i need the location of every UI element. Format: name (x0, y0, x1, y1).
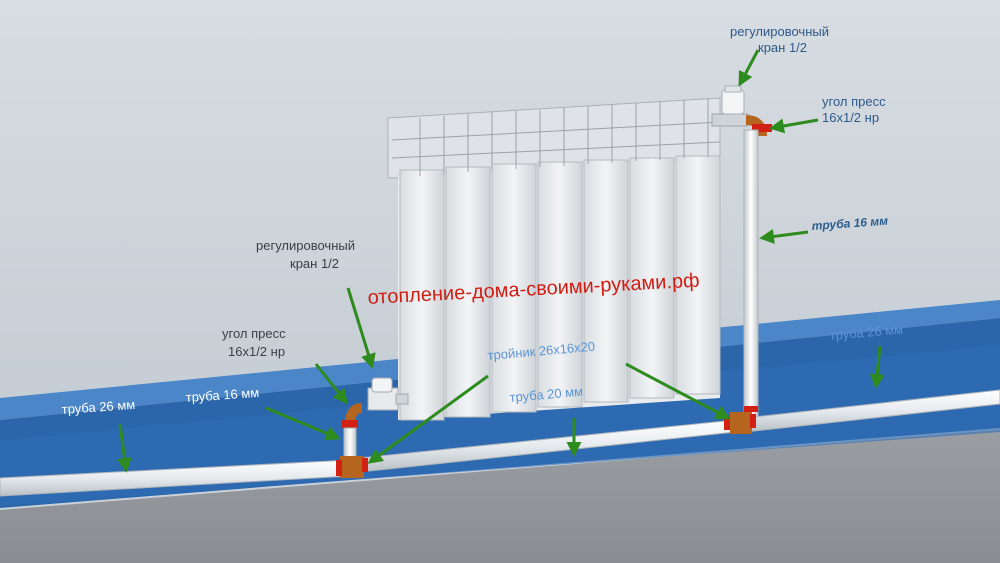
label-angle-left-line1: угол пресс (222, 326, 286, 341)
label-angle-top-line1: угол пресс (822, 94, 886, 109)
label-valve-top-line1: регулировочный (730, 24, 829, 39)
pipe-16-vertical-right (743, 129, 759, 421)
label-valve-left-line2: кран 1/2 (290, 256, 339, 271)
arrow-tee-left (367, 374, 489, 464)
arrow-tee-right (625, 362, 731, 420)
label-pipe20: труба 20 мм (509, 384, 584, 405)
label-pipe16-left: труба 16 мм (185, 385, 260, 405)
arrow-angle-top (769, 118, 819, 134)
valve-left (367, 377, 409, 411)
label-pipe26-right: труба 26 мм (829, 322, 904, 343)
arrow-angle-left (314, 363, 348, 405)
label-pipe16-right: труба 16 мм (811, 214, 888, 233)
tee-right (724, 406, 758, 434)
label-valve-top-line2: кран 1/2 (758, 40, 807, 55)
label-angle-left-line2: 16х1/2 нр (228, 344, 285, 359)
arrow-pipe16-right (759, 229, 809, 244)
arrow-pipe26-left (117, 423, 132, 473)
valve-top-right (711, 85, 749, 127)
angle-fitting-top (745, 115, 772, 137)
arrow-valve-left (346, 287, 376, 369)
arrow-pipe26-right (869, 345, 885, 389)
callout-arrows (117, 49, 885, 473)
radiator (387, 97, 721, 421)
label-valve-left-line1: регулировочный (256, 238, 355, 253)
floor (0, 430, 1000, 563)
angle-fitting-left (342, 403, 363, 428)
arrow-valve-top (738, 49, 760, 87)
radiator-sections (399, 155, 721, 421)
label-pipe26-left: труба 26 мм (61, 397, 136, 417)
tee-left (336, 456, 368, 478)
label-angle-top-line2: 16х1/2 нр (822, 110, 879, 125)
arrow-pipe16-left (265, 406, 341, 441)
radiator-grille (391, 99, 721, 176)
